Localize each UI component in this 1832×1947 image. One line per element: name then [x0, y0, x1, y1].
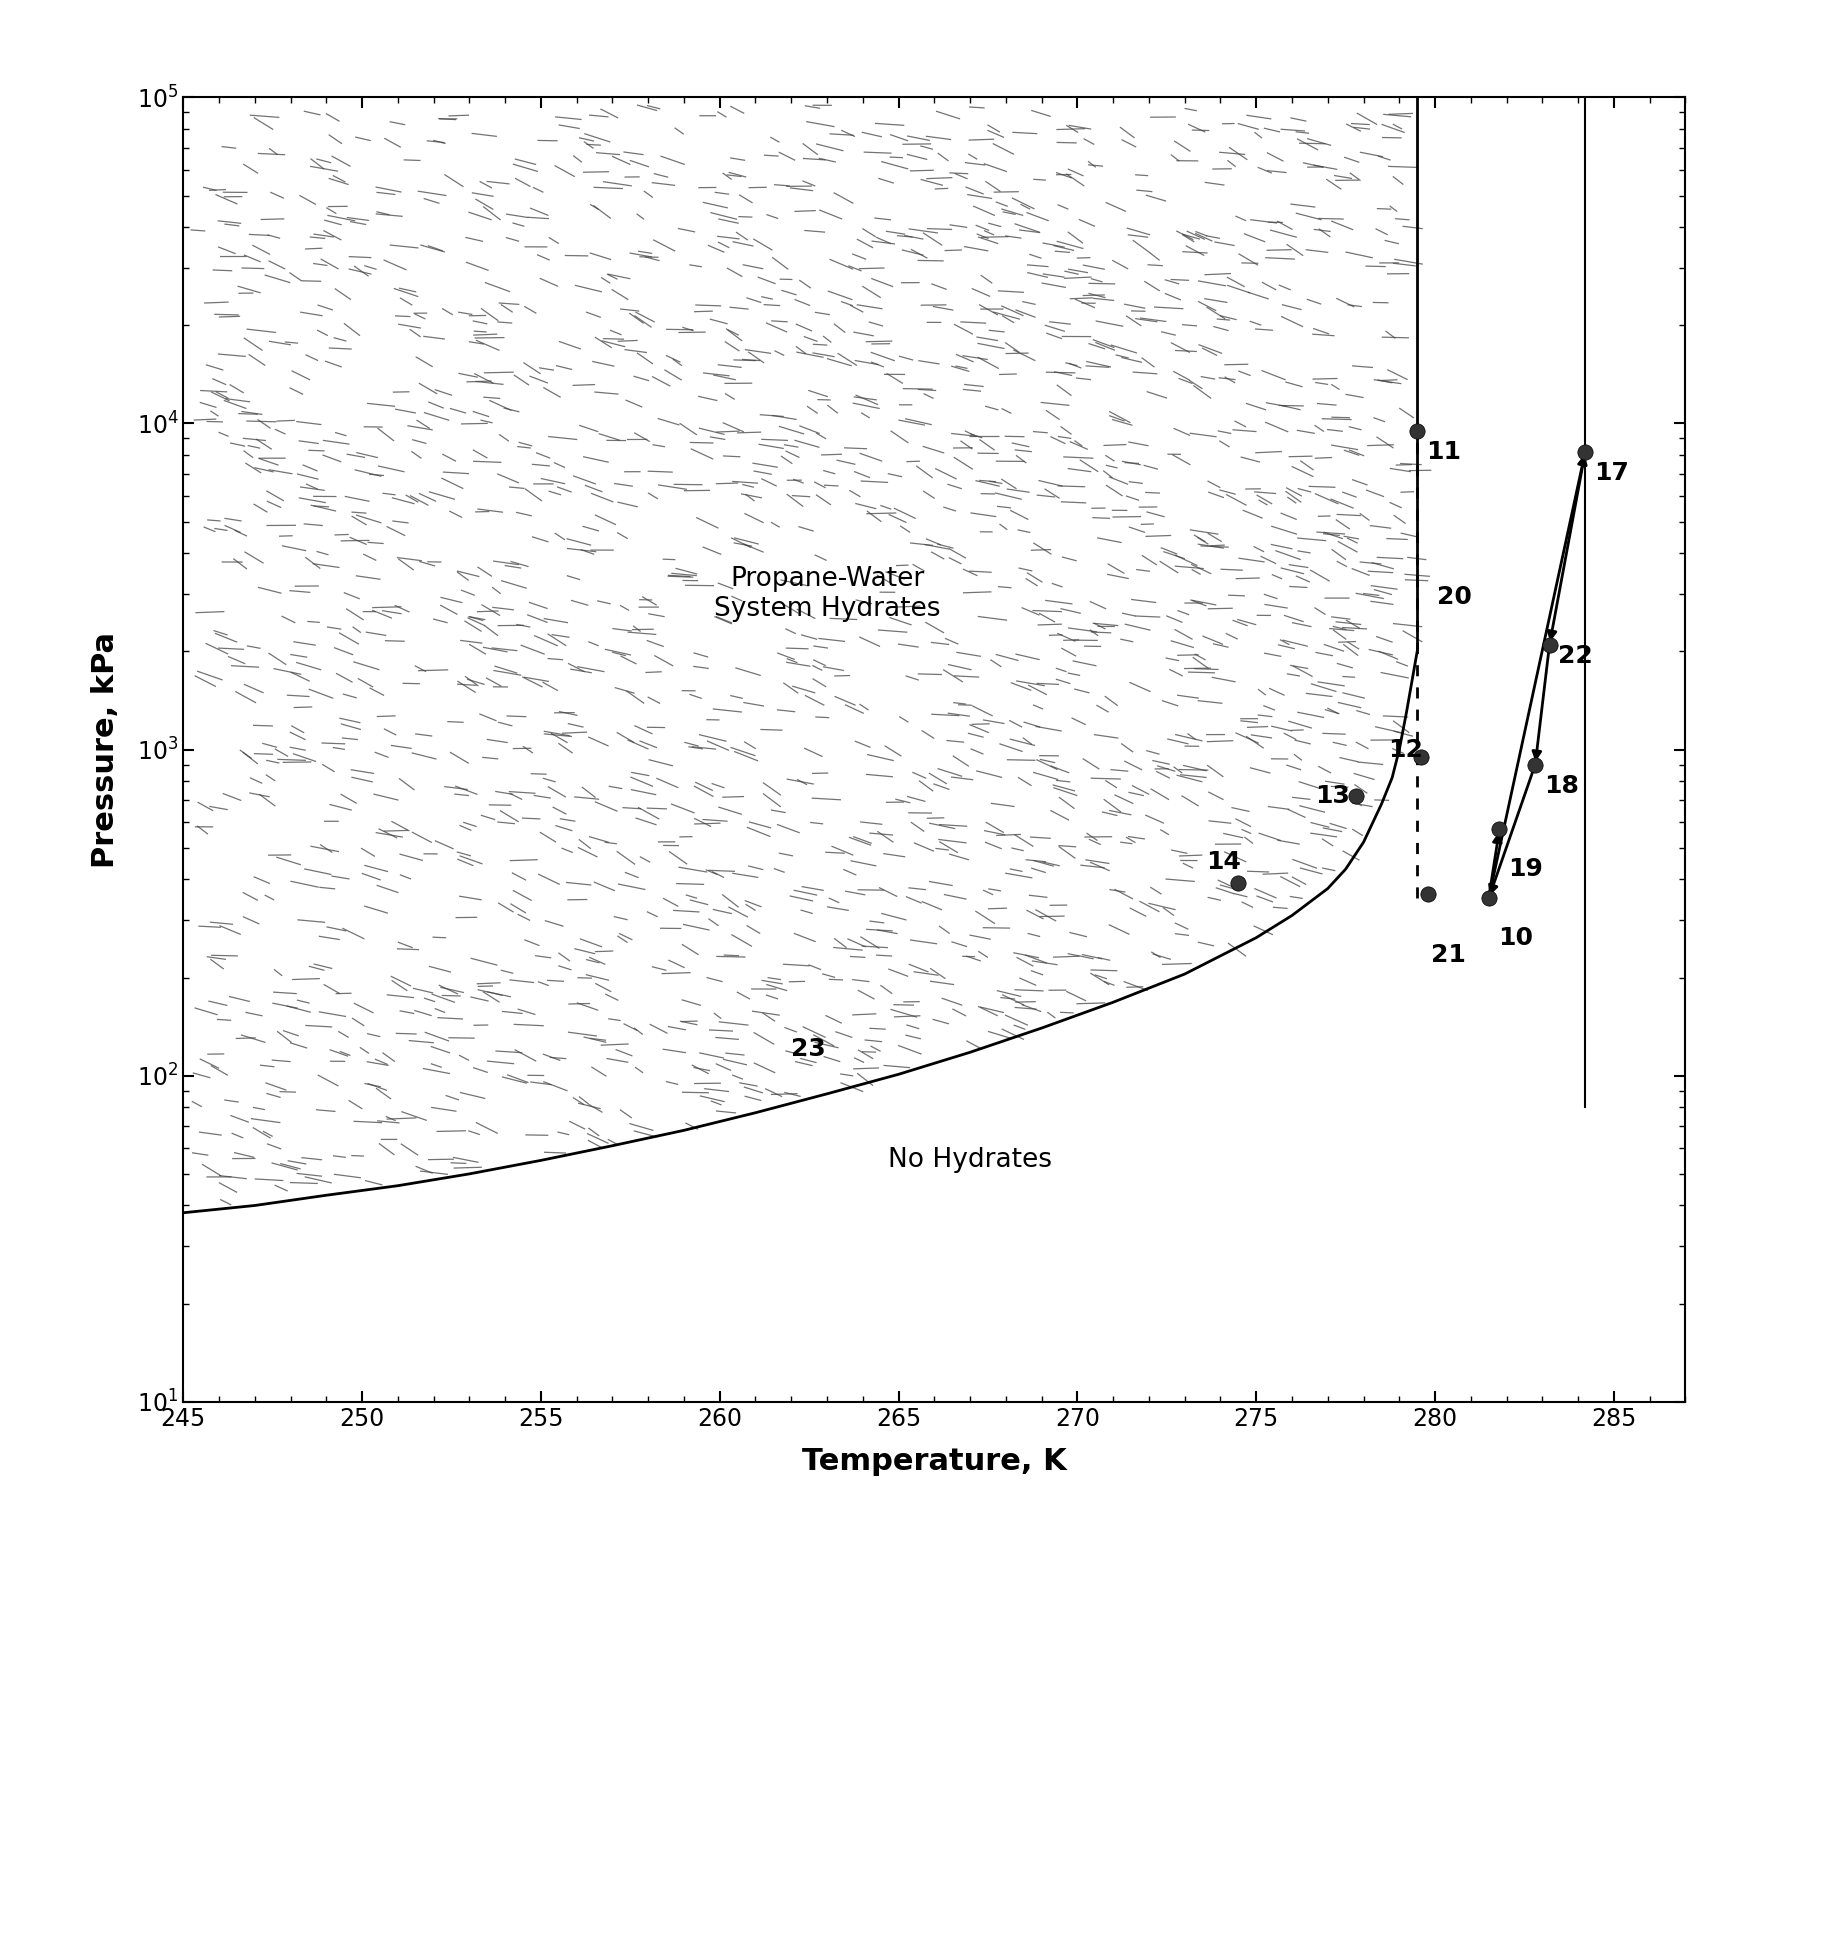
Text: 11: 11	[1425, 440, 1462, 463]
Text: 10: 10	[1497, 927, 1533, 950]
Text: 12: 12	[1389, 738, 1423, 761]
Text: Propane-Water
System Hydrates: Propane-Water System Hydrates	[714, 567, 940, 621]
Text: 13: 13	[1315, 785, 1350, 808]
Text: No Hydrates: No Hydrates	[889, 1147, 1052, 1174]
Text: 17: 17	[1594, 461, 1629, 485]
Text: 14: 14	[1205, 851, 1240, 874]
Text: 23: 23	[791, 1038, 826, 1061]
Text: 20: 20	[1436, 584, 1471, 609]
Text: 19: 19	[1508, 857, 1543, 880]
X-axis label: Temperature, K: Temperature, K	[802, 1447, 1066, 1476]
Text: 18: 18	[1544, 773, 1579, 798]
Text: 22: 22	[1559, 644, 1594, 668]
Y-axis label: Pressure, kPa: Pressure, kPa	[92, 631, 119, 868]
Text: 21: 21	[1431, 942, 1466, 968]
